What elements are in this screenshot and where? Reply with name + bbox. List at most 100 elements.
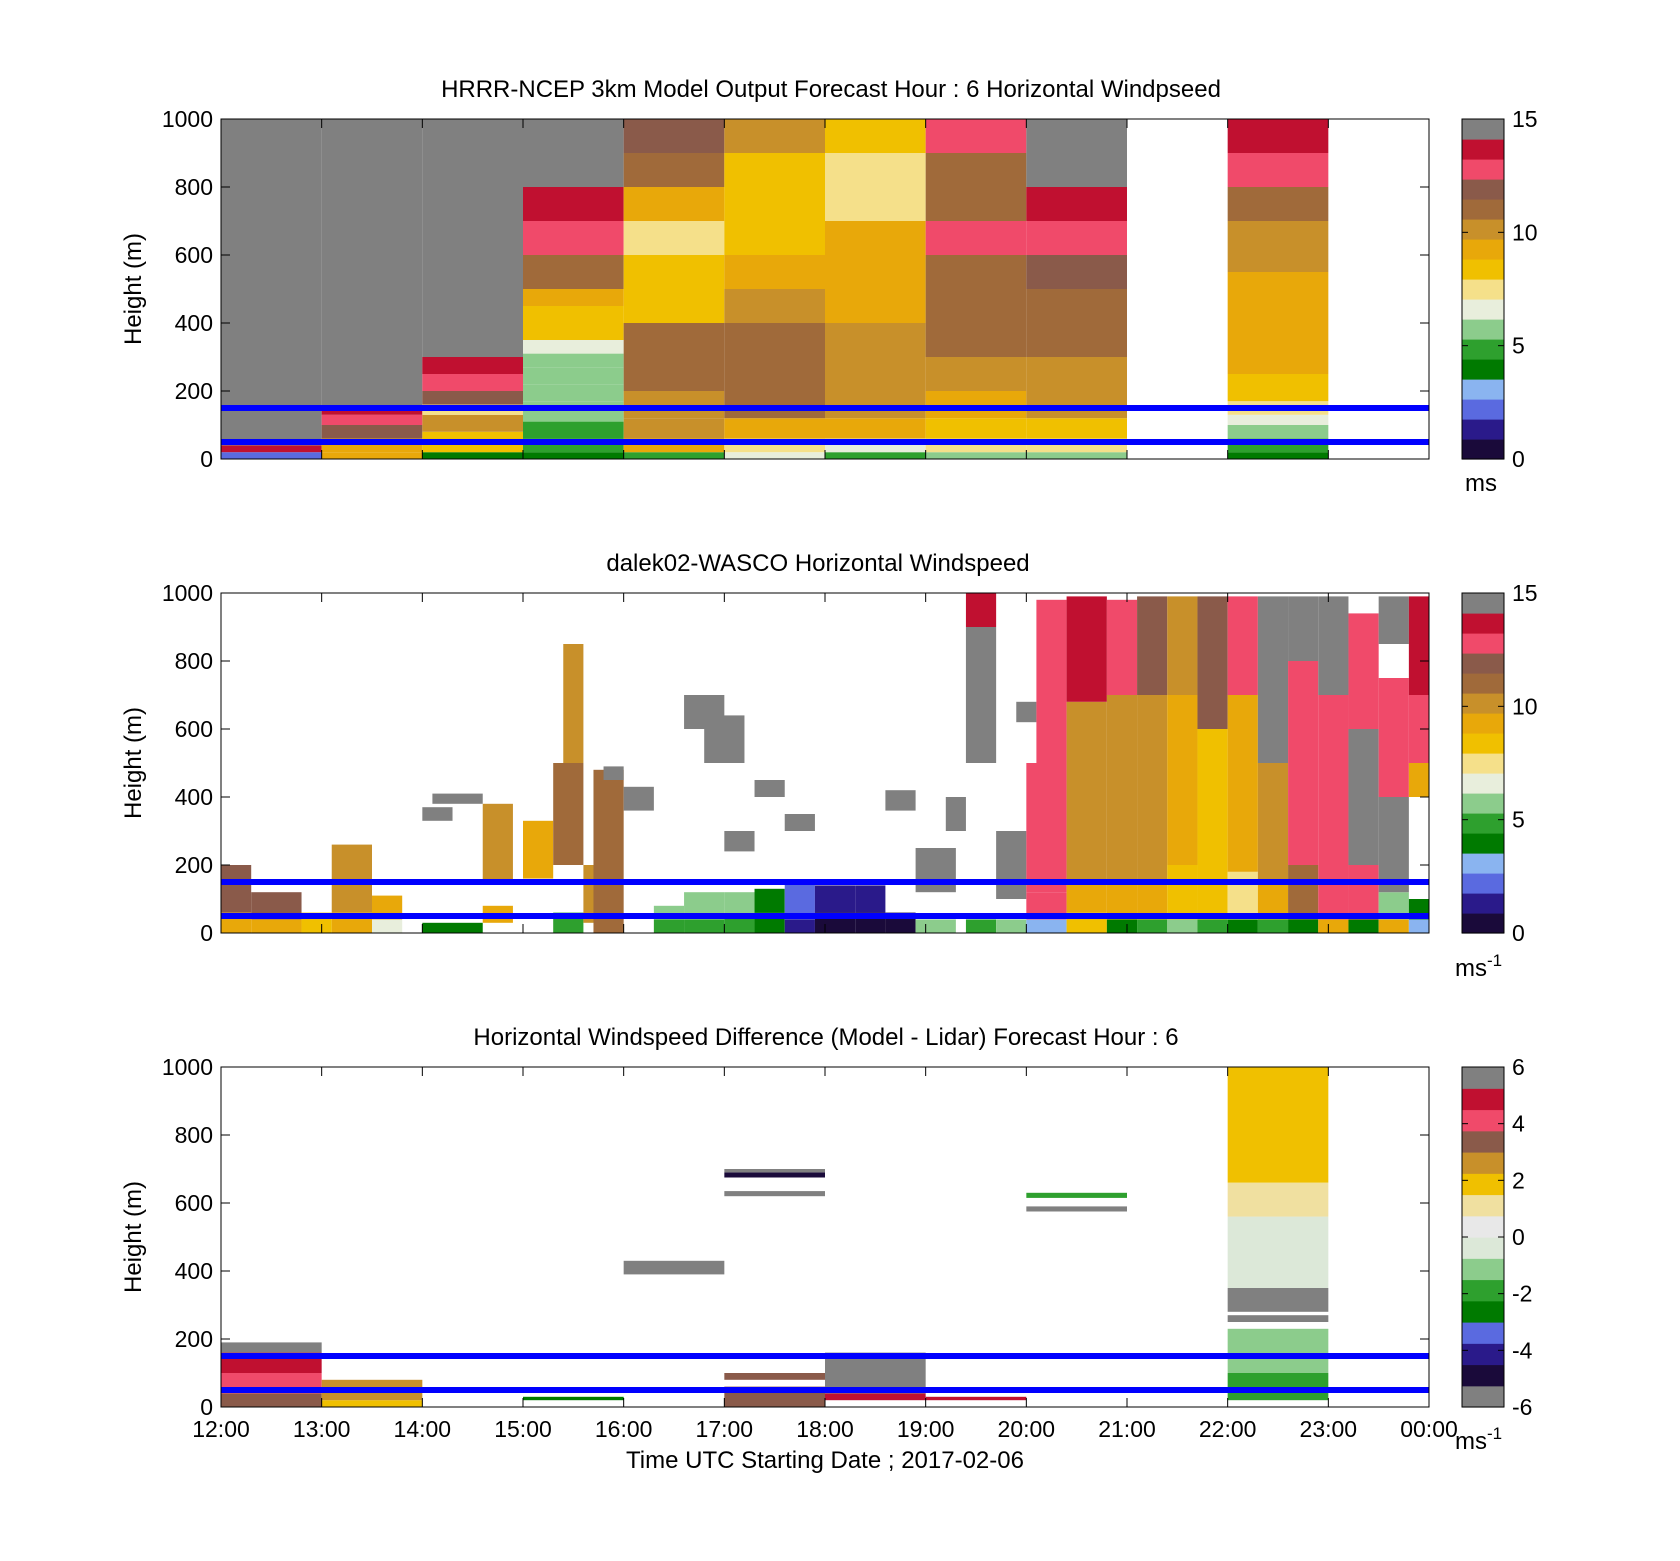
colorbar-tick-label: -6: [1512, 1394, 1532, 1420]
colorbar-swatch: [1462, 139, 1504, 160]
colorbar-swatch: [1462, 259, 1504, 280]
heatmap-cell: [482, 803, 513, 882]
heatmap-cell: [1026, 187, 1127, 221]
colorbar-swatch: [1462, 1173, 1504, 1196]
heatmap-cell: [1026, 323, 1127, 357]
heatmap-cell: [593, 769, 624, 933]
heatmap-cell: [925, 221, 1027, 255]
heatmap-cell: [965, 919, 997, 933]
heatmap-cell: [1066, 882, 1107, 913]
colorbar-tick-label: 6: [1512, 1054, 1525, 1080]
blue-height-lines: [221, 879, 1429, 919]
heatmap-cell: [623, 1260, 725, 1275]
heatmap-cell: [523, 353, 624, 368]
heatmap-cell: [1408, 763, 1429, 797]
y-axis-ticks: 0 200 400 600 800 1000: [162, 1054, 1429, 1420]
heatmap-cell: [623, 289, 725, 323]
unit-base: ms: [1455, 955, 1487, 982]
heatmap-cell: [523, 367, 624, 385]
colorbar-swatch: [1462, 1215, 1504, 1238]
heatmap-cell: [825, 153, 926, 221]
heatmap-cell: [321, 414, 423, 425]
heatmap-cell: [724, 357, 825, 391]
heatmap-cell: [1257, 763, 1289, 882]
panel-title: HRRR-NCEP 3km Model Output Forecast Hour…: [441, 76, 1221, 103]
heatmap-cell: [422, 807, 453, 821]
heatmap-cell: [422, 922, 483, 933]
heatmap-cell: [523, 384, 624, 402]
heatmap-cell: [1197, 729, 1228, 865]
heatmap-cell: [754, 888, 785, 913]
colorbar-swatch: [1462, 1088, 1504, 1111]
heatmap-cell: [422, 431, 523, 442]
heatmap-cell: [1348, 613, 1379, 729]
heatmap-cell: [724, 1172, 825, 1178]
colorbar-swatch: [1462, 119, 1504, 140]
x-tick-label: 19:00: [897, 1416, 955, 1442]
heatmap-cell: [422, 119, 523, 357]
heatmap-cell: [825, 391, 926, 419]
heatmap-cell: [684, 919, 725, 933]
colorbar-swatch: [1462, 1067, 1504, 1089]
colorbar-tick-label: -4: [1512, 1337, 1533, 1363]
heatmap-cell: [1026, 763, 1067, 893]
heatmap-cell: [1288, 596, 1319, 661]
heatmap-cell: [623, 187, 725, 221]
heatmap-cell: [1227, 153, 1329, 187]
heatmap-cells: [221, 593, 1429, 933]
heatmap-cell: [1066, 596, 1107, 702]
heatmap-cell: [1137, 919, 1168, 933]
heatmap-cell: [563, 644, 584, 763]
x-tick-label: 22:00: [1199, 1416, 1257, 1442]
heatmap-cell: [623, 221, 725, 255]
colorbar-swatch: [1462, 713, 1504, 734]
heatmap-cell: [1197, 865, 1228, 920]
heatmap-cell: [603, 766, 624, 780]
heatmap-cell: [1227, 1067, 1329, 1183]
heatmap-cell: [1026, 919, 1067, 933]
heatmap-cell: [825, 255, 926, 289]
x-tick-label: 21:00: [1098, 1416, 1156, 1442]
panel-title: Horizontal Windspeed Difference (Model -…: [473, 1024, 1178, 1051]
colorbar: 0 5 10 15: [1461, 580, 1538, 946]
heatmap-cell: [623, 391, 725, 419]
heatmap-cell: [1106, 599, 1138, 695]
heatmap-cell: [1227, 119, 1329, 153]
heatmap-cell: [784, 814, 815, 831]
heatmap-cell: [1137, 695, 1168, 882]
heatmap-cell: [724, 1169, 825, 1173]
heatmap-cell: [1227, 695, 1258, 872]
colorbar-swatch: [1462, 399, 1504, 420]
heatmap-cell: [623, 452, 725, 459]
heatmap-cell: [724, 892, 755, 916]
heatmap-cell: [523, 340, 624, 354]
y-axis-label: Height (m): [120, 707, 147, 819]
colorbar: 0 5 10 15: [1461, 106, 1538, 472]
heatmap-cell: [623, 153, 725, 187]
heatmap-cells: [221, 119, 1329, 459]
heatmap-cell: [825, 452, 926, 459]
heatmap-cell: [221, 119, 322, 408]
heatmap-cell: [1378, 797, 1409, 893]
heatmap-cell: [1227, 1182, 1329, 1217]
heatmap-cell: [321, 452, 423, 459]
heatmap-cell: [1227, 1328, 1329, 1373]
heatmap-cell: [221, 445, 322, 453]
colorbar-swatch: [1462, 693, 1504, 714]
x-tick-label: 17:00: [696, 1416, 754, 1442]
heatmap-cell: [1227, 323, 1329, 374]
heatmap-cell: [623, 786, 654, 811]
colorbar-swatch: [1462, 633, 1504, 654]
colorbar-swatch: [1462, 673, 1504, 694]
colorbar-swatch: [1462, 1364, 1504, 1387]
heatmap-cell: [523, 221, 624, 255]
heatmap-cells: [221, 1067, 1329, 1407]
heatmap-cell: [1227, 187, 1329, 221]
heatmap-cell: [724, 187, 825, 221]
colorbar-tick-label: 5: [1512, 807, 1525, 833]
heatmap-cell: [1036, 599, 1067, 763]
colorbar-swatch: [1462, 1385, 1504, 1408]
heatmap-cell: [1348, 919, 1379, 933]
colorbar-swatch: [1462, 653, 1504, 674]
heatmap-cell: [372, 919, 403, 933]
